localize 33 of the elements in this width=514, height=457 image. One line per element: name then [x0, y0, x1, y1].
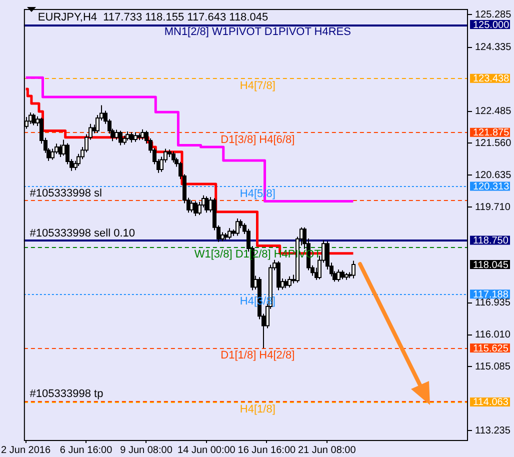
annotation: H4[7/8] [240, 80, 276, 92]
y-tick-label: 120.635 [475, 170, 512, 181]
y-tick-label: 122.485 [475, 106, 512, 118]
ref-line-label: 120.313 [473, 182, 510, 193]
annotation: #105333998 tp [30, 388, 104, 400]
y-tick-label: 116.935 [475, 298, 511, 309]
y-tick-label: 119.710 [475, 202, 511, 213]
x-tick-label: 2 Jun 2016 [1, 444, 51, 456]
annotation: #105333998 sell 0.10 [30, 228, 136, 240]
x-tick-label: 21 Jun 08:00 [298, 444, 356, 456]
text: 118.045 [473, 260, 509, 271]
annotation: MN1[2/8] W1PIVOT D1PIVOT H4RES [164, 26, 351, 38]
y-tick-label: 121.560 [475, 138, 512, 149]
chart-title: EURJPY,H4 117.733 118.155 117.643 118.045 [38, 12, 268, 24]
ref-line-label: 115.625 [473, 343, 509, 354]
y-tick-label: 115.085 [475, 361, 511, 372]
y-tick-label: 116.010 [475, 330, 511, 340]
x-tick-label: 9 Jun 08:00 [120, 444, 173, 456]
ref-line-label: 121.875 [473, 128, 510, 139]
y-tick-label: 125.285 [475, 9, 512, 20]
x-tick-label: 6 Jun 16:00 [60, 444, 113, 456]
y-tick-label: 124.335 [475, 42, 512, 54]
ref-line-label: 125.000 [473, 20, 510, 31]
annotation: #105333998 sl [30, 188, 102, 200]
ref-line-label: 114.063 [473, 397, 509, 408]
y-tick-label: 113.235 [475, 425, 511, 436]
annotation: H4[1/8] [240, 403, 276, 416]
annotation: D1[1/8] H4[2/8] [220, 350, 295, 362]
ref-line-label: 118.750 [473, 235, 509, 246]
x-tick-label: 14 Jun 00:00 [178, 444, 236, 456]
annotation: D1[3/8] H4[6/8] [220, 134, 295, 146]
ref-line-label: 123.438 [473, 74, 510, 85]
x-tick-label: 16 Jun 16:00 [238, 444, 296, 456]
